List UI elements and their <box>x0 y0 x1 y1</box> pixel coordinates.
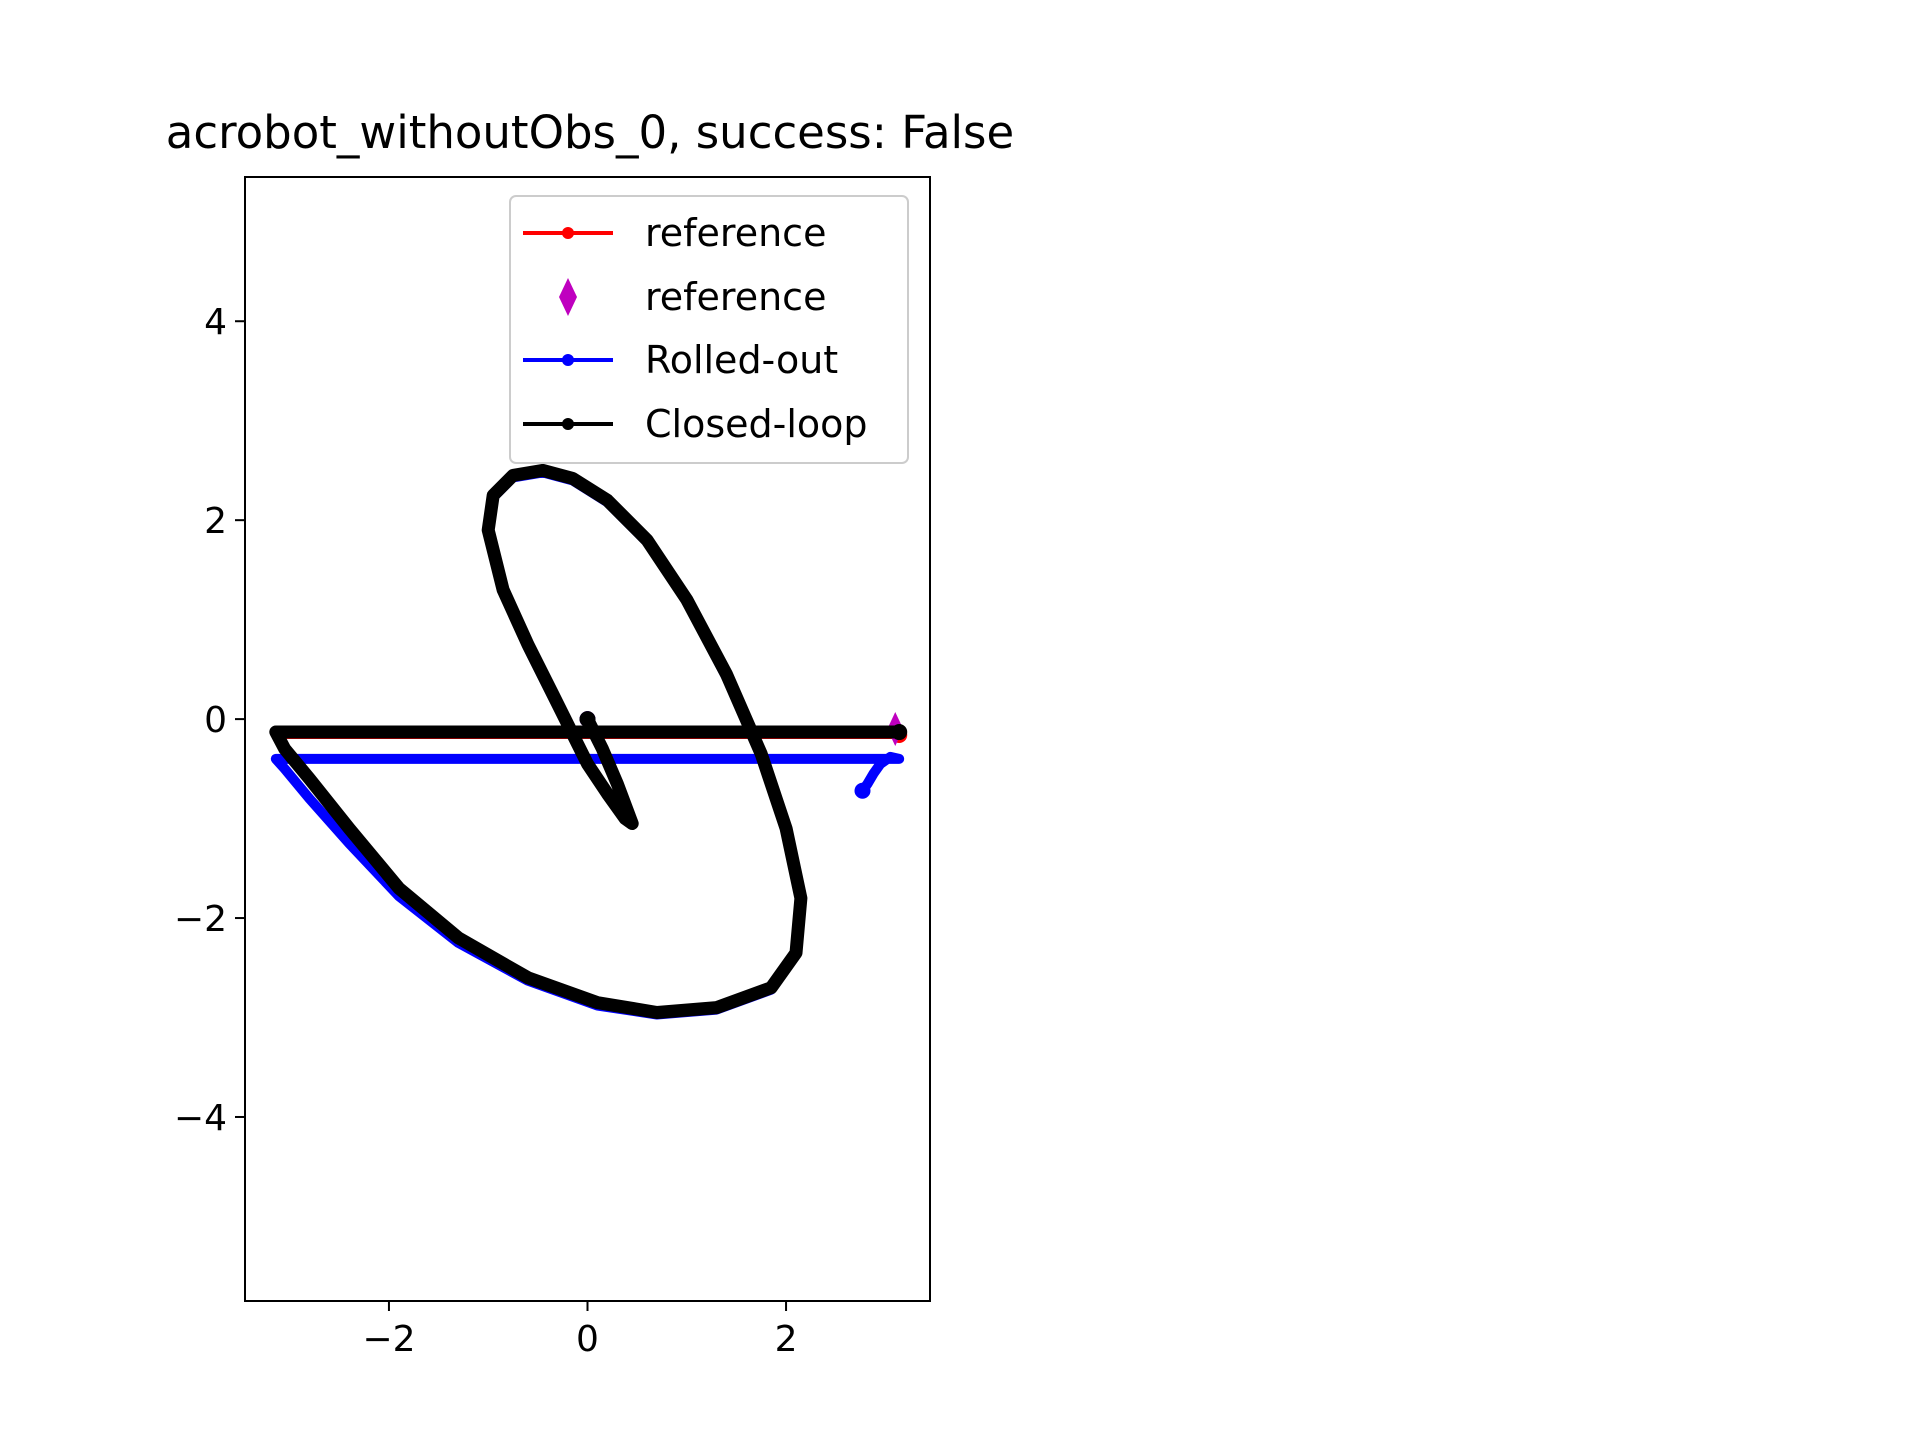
y-tick-label: 0 <box>204 700 227 741</box>
x-tick-label: 0 <box>576 1319 599 1360</box>
y-axis: −4 −2 0 2 4 <box>174 302 245 1139</box>
series-closed-loop-3-endpoint-0 <box>579 711 596 728</box>
y-tick-label: 4 <box>204 302 227 343</box>
y-tick-label: −4 <box>174 1098 227 1139</box>
series-closed-loop-3 <box>269 463 906 1019</box>
series-rolled-out-2-endpoint-1 <box>854 782 871 799</box>
x-tick-label: −2 <box>362 1319 415 1360</box>
chart-title: acrobot_withoutObs_0, success: False <box>166 106 1014 159</box>
legend-swatch-reference-diamond <box>559 278 577 316</box>
x-tick-label: 2 <box>775 1319 798 1360</box>
legend-swatch-rolled-out-marker <box>562 354 574 366</box>
series-closed-loop-3-endpoint-1 <box>891 724 908 741</box>
series-layer <box>269 463 908 1020</box>
legend-label-reference-diamond: reference <box>645 275 826 319</box>
legend-box <box>509 195 909 464</box>
legend: reference reference Rolled-out Closed-lo… <box>509 195 909 464</box>
legend-swatch-reference-line-marker <box>562 227 574 239</box>
legend-label-reference-line: reference <box>645 211 826 255</box>
legend-label-rolled-out: Rolled-out <box>645 338 838 382</box>
legend-swatch-closed-loop-marker <box>562 418 574 430</box>
y-tick-label: −2 <box>174 899 227 940</box>
y-tick-label: 2 <box>204 501 227 542</box>
x-axis: −2 0 2 <box>362 1301 798 1360</box>
legend-label-closed-loop: Closed-loop <box>645 402 868 446</box>
